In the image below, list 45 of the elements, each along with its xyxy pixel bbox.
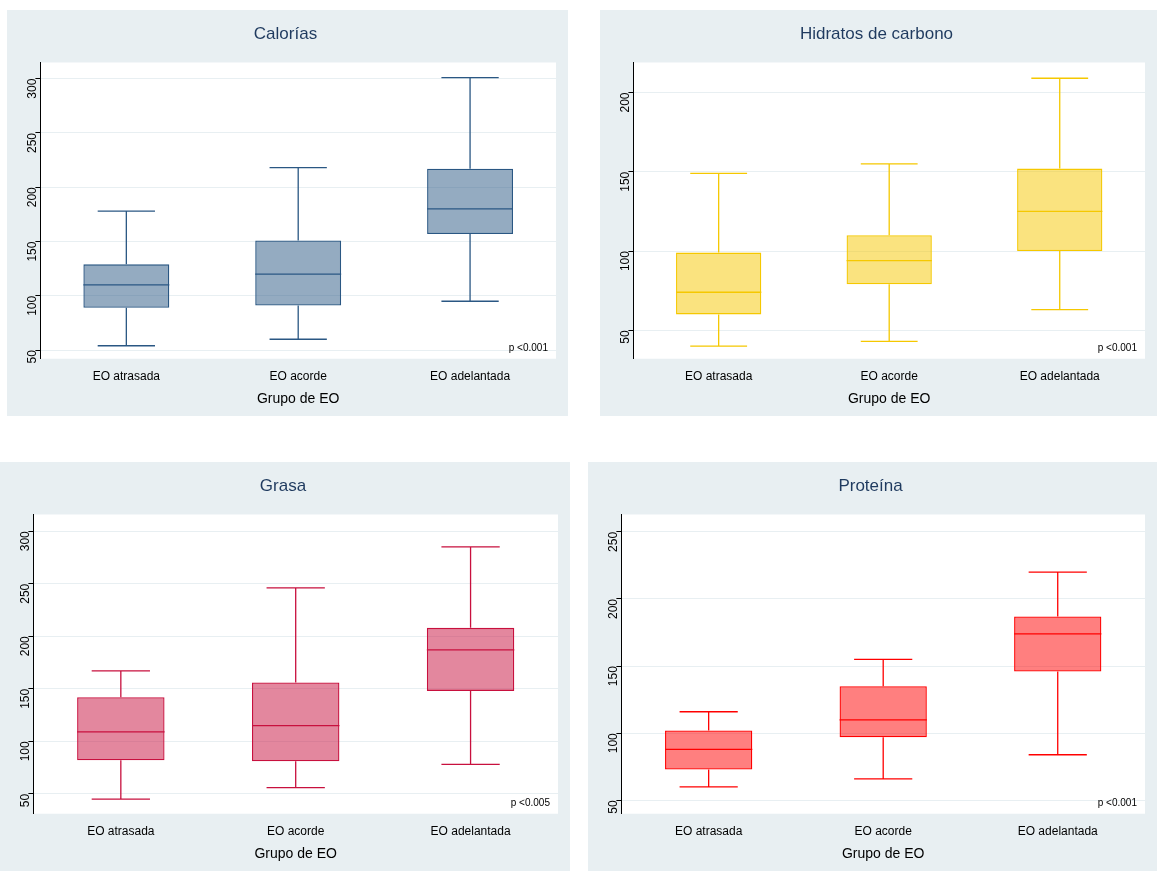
y-tick-label: 50 [605,800,620,814]
x-tick-label: EO atrasada [674,824,743,839]
x-tick-label: EO atrasada [684,369,753,384]
y-tick-label: 100 [617,250,632,272]
x-tick-label: EO adelantada [430,369,511,384]
x-tick-label: EO acorde [269,369,328,384]
y-tick-label: 150 [24,241,39,262]
y-tick-label: 250 [605,531,620,552]
x-axis-title: Grupo de EO [256,390,340,407]
y-tick-label: 50 [17,793,32,808]
y-tick-label: 200 [24,186,39,208]
x-axis-title: Grupo de EO [254,845,338,862]
y-tick-label: 100 [605,732,620,754]
annotation: p <0.005 [510,796,551,808]
x-tick-label: EO adelantada [430,824,511,839]
y-tick-label: 200 [17,635,32,657]
y-tick-label: 50 [24,349,39,364]
annotation: p <0.001 [1097,796,1138,808]
x-axis-title: Grupo de EO [847,390,931,407]
x-tick-label: EO acorde [267,824,325,839]
annotation: p <0.001 [1097,341,1138,353]
y-tick-label: 200 [605,598,620,620]
y-tick-label: 250 [17,583,32,604]
y-tick-label: 50 [617,329,632,344]
chart-title: Proteína [838,475,904,495]
annotation: p <0.001 [508,341,549,353]
x-tick-label: EO acorde [854,824,913,839]
x-tick-label: EO atrasada [92,369,161,384]
y-tick-label: 150 [605,665,620,687]
y-tick-label: 300 [24,78,39,99]
x-tick-label: EO acorde [860,369,919,384]
chart-title: Grasa [259,475,307,495]
x-tick-label: EO atrasada [87,824,155,839]
x-axis-title: Grupo de EO [841,845,925,862]
y-tick-label: 100 [17,741,32,762]
x-tick-label: EO adelantada [1017,824,1099,839]
y-tick-label: 250 [24,132,39,153]
y-tick-label: 150 [17,688,32,709]
y-tick-label: 300 [17,530,32,552]
x-tick-label: EO adelantada [1019,369,1101,384]
y-tick-label: 150 [617,171,632,192]
y-tick-label: 200 [617,92,632,113]
chart-title: Hidratos de carbono [799,23,954,43]
chart-title: Calorías [253,23,318,43]
y-tick-label: 100 [24,295,39,316]
